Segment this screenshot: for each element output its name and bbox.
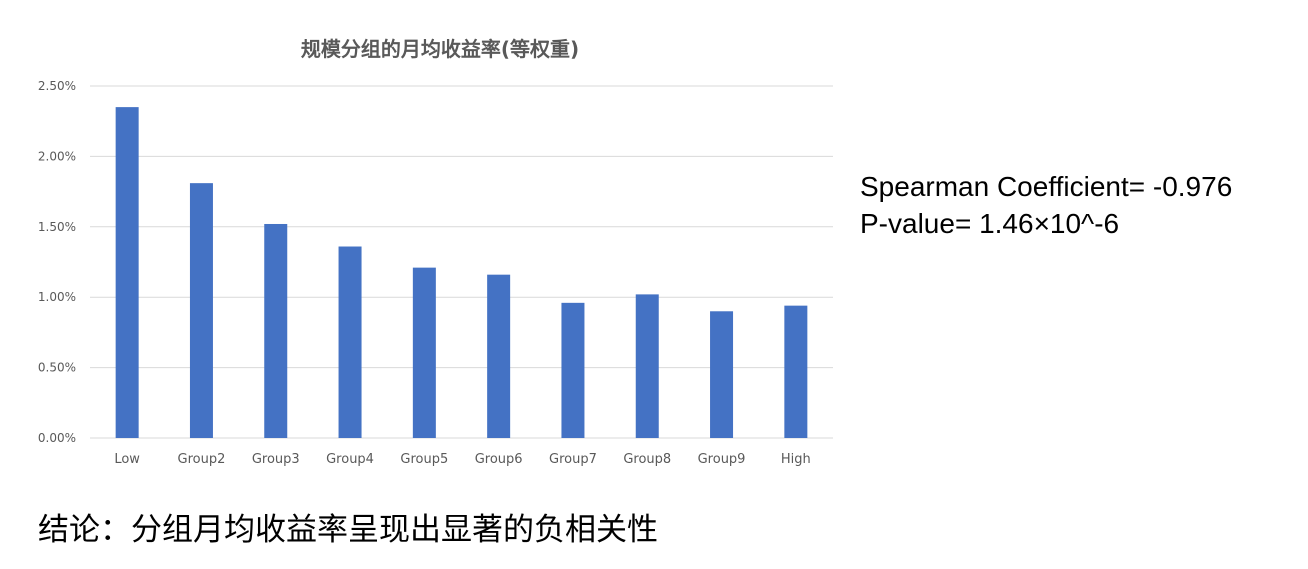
- conclusion-text: 结论：分组月均收益率呈现出显著的负相关性: [38, 512, 658, 548]
- y-tick-label: 0.00%: [38, 431, 76, 445]
- bar: [338, 246, 362, 438]
- x-tick-label: Group3: [252, 452, 300, 467]
- y-axis-ticks: 0.00% 0.50% 1.00% 1.50% 2.00% 2.50%: [38, 79, 76, 445]
- statistics-panel: Spearman Coefficient= -0.976 P-value= 1.…: [860, 168, 1232, 242]
- bar: [784, 305, 808, 438]
- y-tick-label: 1.50%: [38, 220, 76, 234]
- spearman-coefficient: Spearman Coefficient= -0.976: [860, 171, 1233, 202]
- chart-title: 规模分组的月均收益率(等权重): [301, 37, 579, 61]
- x-tick-label: Group5: [400, 452, 448, 467]
- x-tick-label: Group4: [326, 452, 374, 467]
- p-value: P-value= 1.46×10^-6: [860, 208, 1120, 239]
- bar: [710, 311, 734, 438]
- x-tick-label: Group7: [549, 452, 597, 467]
- chart-container: 规模分组的月均收益率(等权重) 0.00% 0.50% 1.00% 1.50% 2.00…: [38, 37, 833, 467]
- y-tick-label: 0.50%: [38, 361, 76, 375]
- x-tick-label: Group9: [698, 452, 746, 467]
- x-tick-label: Group8: [623, 452, 671, 467]
- gridlines: [90, 85, 833, 439]
- bar: [264, 223, 288, 438]
- bar: [412, 267, 436, 438]
- y-tick-label: 2.50%: [38, 79, 76, 93]
- bar: [487, 274, 511, 438]
- y-tick-label: 1.00%: [38, 290, 76, 304]
- bar-chart: 规模分组的月均收益率(等权重) 0.00% 0.50% 1.00% 1.50% 2.00…: [38, 37, 833, 467]
- bars: [115, 107, 808, 439]
- x-tick-label: Group2: [178, 452, 226, 467]
- y-tick-label: 2.00%: [38, 149, 76, 163]
- bar: [189, 183, 213, 438]
- x-axis-labels: Low Group2 Group3 Group4 Group5 Group6 Group7 G…: [114, 452, 810, 467]
- bar: [635, 294, 659, 438]
- x-tick-label: High: [781, 452, 811, 467]
- x-tick-label: Low: [114, 452, 140, 467]
- bar: [561, 302, 585, 438]
- x-tick-label: Group6: [475, 452, 523, 467]
- bar: [115, 107, 139, 439]
